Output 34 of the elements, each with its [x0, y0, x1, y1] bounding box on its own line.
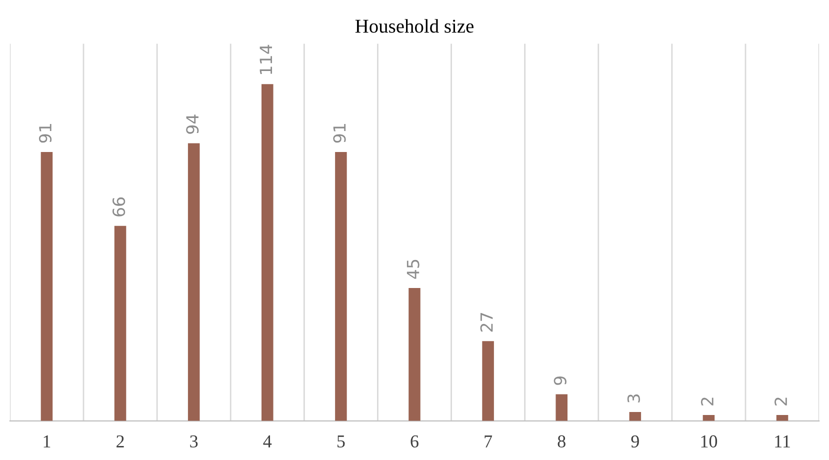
- bar: [482, 341, 494, 421]
- bar: [335, 152, 347, 421]
- bar: [776, 414, 788, 421]
- data-label: 3: [627, 394, 640, 402]
- x-tick-label: 7: [484, 435, 492, 448]
- x-tick-label: 11: [775, 435, 790, 448]
- x-tick-label: 9: [631, 435, 639, 448]
- data-label: 45: [406, 260, 420, 279]
- data-label: 94: [186, 114, 199, 134]
- chart-title: Household size: [355, 19, 474, 33]
- x-tick-label: 1: [44, 435, 50, 448]
- data-label: 2: [700, 398, 714, 406]
- data-label: 91: [333, 124, 346, 143]
- x-tick-label: 2: [116, 435, 124, 448]
- x-tick-label: 6: [410, 435, 418, 448]
- x-tick-label: 4: [263, 435, 272, 448]
- data-label: 2: [774, 398, 787, 406]
- bar: [629, 412, 642, 421]
- bar: [702, 414, 715, 421]
- x-tick-label: 3: [190, 435, 198, 448]
- bar: [556, 394, 568, 421]
- bar: [114, 226, 126, 421]
- data-label: 114: [260, 44, 272, 74]
- bar: [262, 84, 274, 421]
- data-label: 91: [38, 124, 52, 143]
- x-tick-label: 8: [558, 435, 566, 448]
- data-label: 27: [480, 313, 493, 332]
- x-tick-label: 5: [337, 435, 345, 448]
- bar: [408, 288, 420, 421]
- data-label: 66: [112, 197, 126, 216]
- x-tick-label: 10: [701, 435, 718, 448]
- bar: [40, 152, 53, 421]
- data-label: 9: [554, 376, 566, 385]
- bar: [188, 143, 200, 421]
